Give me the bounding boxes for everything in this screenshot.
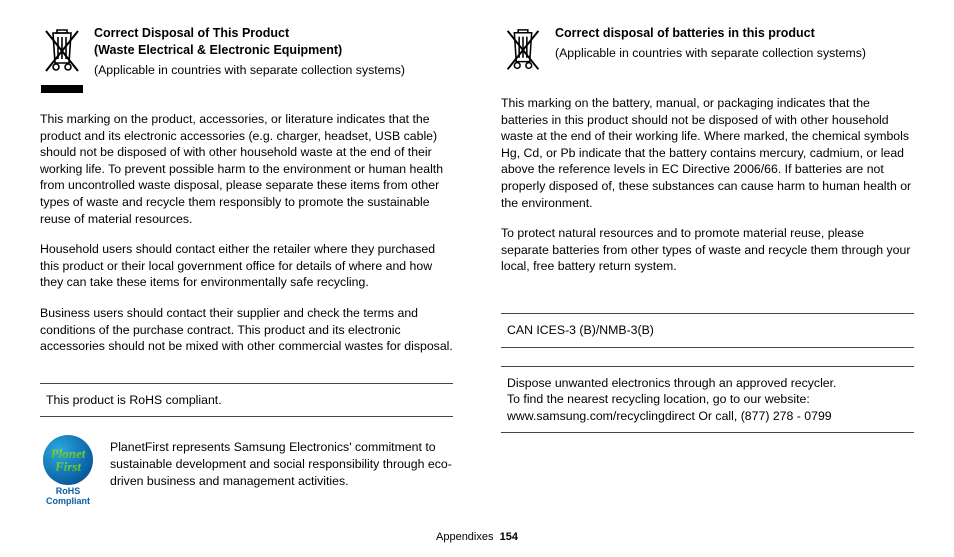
weee-bin-icon xyxy=(501,25,545,77)
black-bar xyxy=(41,85,83,93)
right-column: Correct disposal of batteries in this pr… xyxy=(501,25,914,507)
page-footer: Appendixes 154 xyxy=(0,530,954,545)
rohs-text: This product is RoHS compliant. xyxy=(46,393,222,407)
left-title-block: Correct Disposal of This Product (Waste … xyxy=(94,25,405,93)
left-heading-1: Correct Disposal of This Product xyxy=(94,25,405,42)
ices-box: CAN ICES-3 (B)/NMB-3(B) xyxy=(501,313,914,348)
left-para-2: Household users should contact either th… xyxy=(40,241,453,291)
right-applicable: (Applicable in countries with separate c… xyxy=(555,45,866,62)
right-para-2: To protect natural resources and to prom… xyxy=(501,225,914,275)
left-para-3: Business users should contact their supp… xyxy=(40,305,453,355)
rohs-compliant-label: RoHS Compliant xyxy=(40,487,96,507)
recycle-box: Dispose unwanted electronics through an … xyxy=(501,366,914,434)
weee-bin-icon xyxy=(40,25,84,93)
right-para-1: This marking on the battery, manual, or … xyxy=(501,95,914,211)
ices-text: CAN ICES-3 (B)/NMB-3(B) xyxy=(507,323,654,337)
planet-first-row: PlanetFirst RoHS Compliant PlanetFirst r… xyxy=(40,435,453,507)
left-column: Correct Disposal of This Product (Waste … xyxy=(40,25,453,507)
rohs-box: This product is RoHS compliant. xyxy=(40,383,453,418)
recycle-line-3: www.samsung.com/recyclingdirect Or call,… xyxy=(507,408,908,425)
footer-label: Appendixes xyxy=(436,531,494,543)
right-heading-1: Correct disposal of batteries in this pr… xyxy=(555,25,866,42)
left-applicable: (Applicable in countries with separate c… xyxy=(94,62,405,79)
left-para-1: This marking on the product, accessories… xyxy=(40,111,453,227)
planet-first-desc: PlanetFirst represents Samsung Electroni… xyxy=(110,435,453,489)
left-header: Correct Disposal of This Product (Waste … xyxy=(40,25,453,93)
right-header: Correct disposal of batteries in this pr… xyxy=(501,25,914,77)
right-title-block: Correct disposal of batteries in this pr… xyxy=(555,25,866,77)
planet-circle: PlanetFirst xyxy=(43,435,93,485)
recycle-line-2: To find the nearest recycling location, … xyxy=(507,391,908,408)
recycle-line-1: Dispose unwanted electronics through an … xyxy=(507,375,908,392)
left-heading-2: (Waste Electrical & Electronic Equipment… xyxy=(94,42,405,59)
page-number: 154 xyxy=(500,531,518,543)
planet-first-icon: PlanetFirst RoHS Compliant xyxy=(40,435,96,507)
